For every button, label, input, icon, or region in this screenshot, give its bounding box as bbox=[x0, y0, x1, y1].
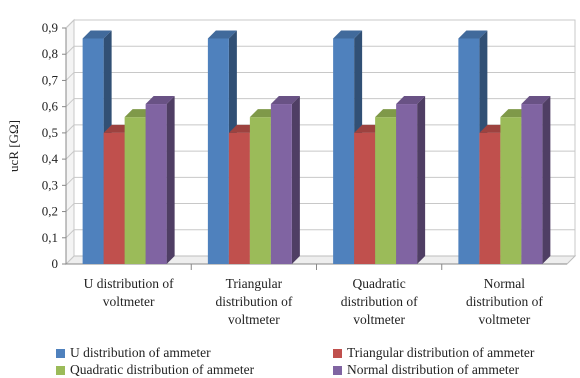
y-tick-label: 0,5 bbox=[42, 125, 58, 140]
y-tick-label: 0,4 bbox=[42, 151, 59, 166]
y-tick-label: 0,2 bbox=[42, 204, 58, 219]
bar bbox=[228, 132, 250, 264]
x-category-label: Quadratic distribution of voltmeter bbox=[341, 276, 418, 327]
x-category-label: Normal distribution of voltmeter bbox=[466, 276, 543, 327]
bar bbox=[82, 38, 104, 264]
bar bbox=[249, 117, 271, 265]
bar bbox=[207, 38, 229, 264]
plot-side-wall bbox=[65, 18, 75, 266]
bar-side bbox=[417, 96, 426, 265]
y-tick-label: 0,3 bbox=[42, 177, 58, 192]
bar bbox=[375, 117, 397, 265]
bar-top bbox=[458, 30, 488, 39]
bar bbox=[145, 104, 167, 265]
bar bbox=[396, 104, 418, 265]
bar bbox=[500, 117, 522, 265]
gridline bbox=[65, 229, 75, 239]
bar bbox=[124, 117, 146, 265]
x-category-label: Triangular distribution of voltmeter bbox=[215, 276, 292, 327]
bar-top bbox=[145, 96, 175, 105]
bar-top bbox=[396, 96, 426, 105]
bar-top bbox=[207, 30, 237, 39]
bar bbox=[333, 38, 355, 264]
gridline bbox=[65, 45, 75, 55]
bar-top bbox=[82, 30, 112, 39]
bar-top bbox=[521, 96, 551, 105]
bar bbox=[354, 132, 376, 264]
gridline bbox=[65, 72, 75, 81]
bar-top bbox=[333, 30, 363, 39]
bar bbox=[103, 132, 125, 264]
bar bbox=[458, 38, 480, 264]
y-tick-label: 0,8 bbox=[42, 46, 58, 61]
bar-top bbox=[270, 96, 300, 105]
gridline bbox=[65, 176, 75, 186]
gridline bbox=[65, 19, 75, 29]
y-tick-label: 0,7 bbox=[42, 72, 59, 87]
bar-side bbox=[291, 96, 300, 265]
gridline bbox=[65, 124, 75, 134]
y-tick-label: 0,6 bbox=[42, 99, 59, 114]
y-tick-label: 0,9 bbox=[42, 20, 58, 35]
y-axis-label: ucR [GΩ] bbox=[6, 120, 21, 172]
bar bbox=[270, 104, 292, 265]
x-category-label: U distribution of voltmeter bbox=[84, 276, 175, 309]
gridline bbox=[65, 98, 75, 108]
y-tick-label: 0 bbox=[52, 256, 59, 271]
gridline bbox=[65, 203, 75, 212]
bar-side bbox=[542, 96, 551, 265]
bar bbox=[479, 132, 501, 264]
gridline bbox=[65, 150, 75, 160]
bar-side bbox=[166, 96, 175, 265]
bar bbox=[521, 104, 543, 265]
y-tick-label: 0,1 bbox=[42, 230, 58, 245]
